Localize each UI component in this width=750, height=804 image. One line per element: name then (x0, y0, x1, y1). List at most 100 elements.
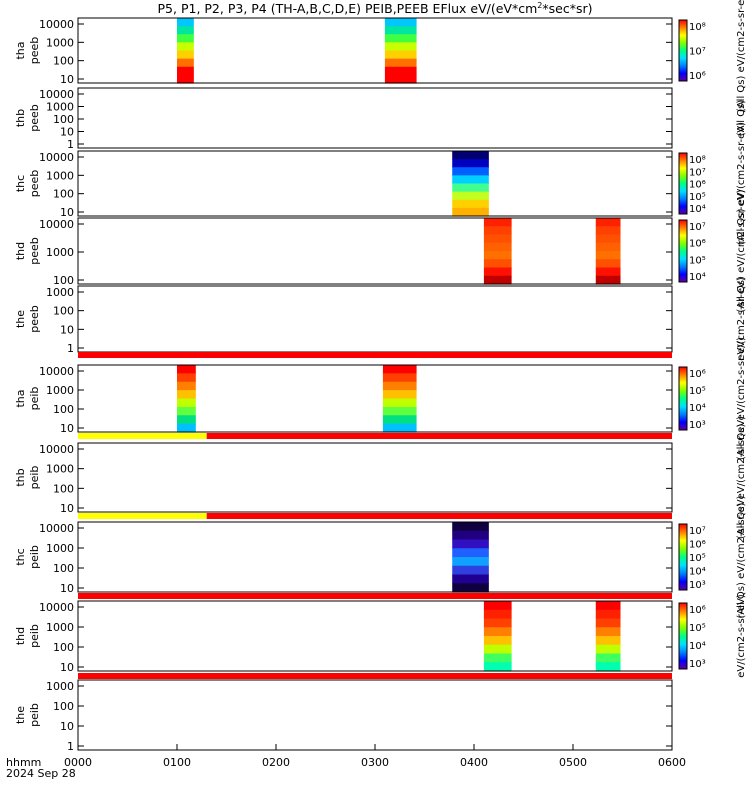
colorbar-label: eV/(cm2-s-sr-eV) (736, 594, 747, 678)
colorbar-tick-label: 10⁵ (689, 255, 706, 266)
y-tick-label: 1 (67, 342, 74, 355)
panel-frame (77, 600, 673, 672)
spectrogram-cell (595, 234, 621, 244)
spectrogram-cell (382, 381, 417, 391)
y-tick-label: 1000 (46, 36, 74, 49)
spectrogram-cell (452, 548, 489, 558)
colorbar (678, 602, 688, 670)
panel-frame (77, 17, 673, 84)
spectrogram-cell (483, 275, 512, 285)
colorbar (678, 19, 688, 82)
panel-probe-label: thb (14, 109, 27, 127)
spectrogram-cell (595, 609, 621, 620)
spectrogram-cell (595, 627, 621, 637)
spectrogram-block (595, 218, 621, 285)
y-tick-label: 1000 (46, 384, 74, 397)
spectrogram-cell (177, 58, 194, 68)
status-bar-segment (78, 352, 672, 358)
colorbar-tick-label: 10³ (689, 580, 706, 591)
colorbar-tick-label: 10⁵ (689, 386, 706, 397)
status-bar-segment (206, 433, 672, 439)
spectrogram-block (452, 151, 489, 217)
spectrogram-cell (384, 50, 417, 60)
colorbar-tick-label: 10⁴ (689, 567, 706, 578)
spectrogram-block (452, 522, 489, 593)
colorbar (678, 219, 688, 283)
colorbar-tick-label: 10⁶ (689, 71, 706, 82)
y-tick-label: 1000 (46, 463, 74, 476)
y-tick-label: 10 (60, 582, 74, 595)
colorbar-tick-label: 10⁷ (689, 526, 706, 537)
spectrogram-cell (452, 159, 489, 168)
panel-probe-label: tha (14, 41, 27, 59)
colorbar-label: (All Qs) eV/(cm2-s-sr-eV) (736, 189, 747, 312)
colorbar (678, 523, 688, 591)
panel-thc_peib: 10 100 1000 10000 thc peib 10³ 10⁴ 10⁵ 10⁶ 10⁷ (All… (14, 495, 747, 618)
spectrogram-cell (595, 242, 621, 252)
panel-the_peib: 1 10 100 1000 the peib (14, 679, 673, 753)
spectrogram-cell (483, 636, 512, 646)
spectrogram-cell (483, 644, 512, 655)
y-tick-label: 10000 (39, 88, 74, 101)
spectrogram-cell (483, 259, 512, 269)
spectrogram-cell (595, 226, 621, 236)
colorbar-label: (All Qs) eV/(cm2-s-sr-eV) (736, 122, 747, 245)
spectrogram-cell (483, 601, 512, 611)
colorbar-label: (All Qs) (736, 100, 747, 137)
status-bar (78, 673, 672, 679)
colorbar-tick-label: 10⁷ (689, 47, 706, 58)
spectrogram-block (384, 18, 417, 84)
colorbar (678, 366, 688, 431)
spectrogram-cell (177, 34, 194, 43)
panel-datatype-label: peeb (28, 37, 41, 65)
y-tick-label: 10 (60, 73, 74, 86)
status-bar-segment (78, 593, 672, 599)
spectrogram-cell (452, 199, 489, 209)
y-tick-label: 1000 (46, 680, 74, 693)
spectrogram-cell (177, 390, 196, 400)
chart-title: P5, P1, P2, P3, P4 (TH-A,B,C,D,E) PEIB,P… (158, 1, 593, 16)
colorbar-label: (All Qs) eV/(cm2-s-sr-eV) (736, 337, 747, 460)
status-bar-segment (206, 513, 672, 519)
spectrogram-cell (177, 74, 194, 84)
panel-datatype-label: peib (28, 703, 41, 727)
x-tick-label: 0600 (658, 756, 686, 769)
colorbar-label: eV/(cm2-s-sr-eV) (736, 277, 747, 361)
y-tick-label: 100 (53, 188, 74, 201)
panel-frame (77, 217, 673, 285)
y-tick-label: 10 (60, 422, 74, 435)
panel-datatype-label: peeb (28, 305, 41, 333)
y-tick-label: 100 (53, 305, 74, 318)
y-tick-label: 1000 (46, 101, 74, 114)
y-tick-label: 10000 (39, 218, 74, 231)
colorbar-tick-label: 10⁵ (689, 623, 706, 634)
panel-thb_peib: 10 100 1000 10000 thb peib (All Qs) eV/(cm2-s-… (14, 416, 747, 539)
y-tick-label: 1000 (46, 246, 74, 259)
colorbar (678, 152, 688, 215)
spectrogram-cell (452, 583, 489, 593)
status-bar (78, 593, 672, 599)
spectrogram-cell (382, 398, 417, 408)
spectrogram-cell (595, 662, 621, 672)
spectrogram-block (595, 601, 621, 672)
spectrogram-cell (177, 398, 196, 408)
spectrogram-cell (382, 415, 417, 425)
y-tick-label: 10000 (39, 601, 74, 614)
y-tick-label: 1 (67, 138, 74, 151)
panel-probe-label: thb (14, 468, 27, 486)
spectrogram-cell (177, 381, 196, 391)
spectrogram-cell (595, 601, 621, 611)
colorbar-tick-label: 10³ (689, 420, 706, 431)
colorbar-tick-label: 10⁶ (689, 239, 706, 250)
spectrogram-cell (382, 373, 417, 383)
y-tick-label: 100 (53, 55, 74, 68)
panel-datatype-label: peib (28, 466, 41, 490)
spectrogram-cell (595, 653, 621, 663)
spectrogram-cell (177, 42, 194, 52)
y-tick-label: 10 (60, 502, 74, 515)
x-axis-label: hhmm (6, 756, 41, 769)
y-tick-label: 10 (60, 661, 74, 674)
